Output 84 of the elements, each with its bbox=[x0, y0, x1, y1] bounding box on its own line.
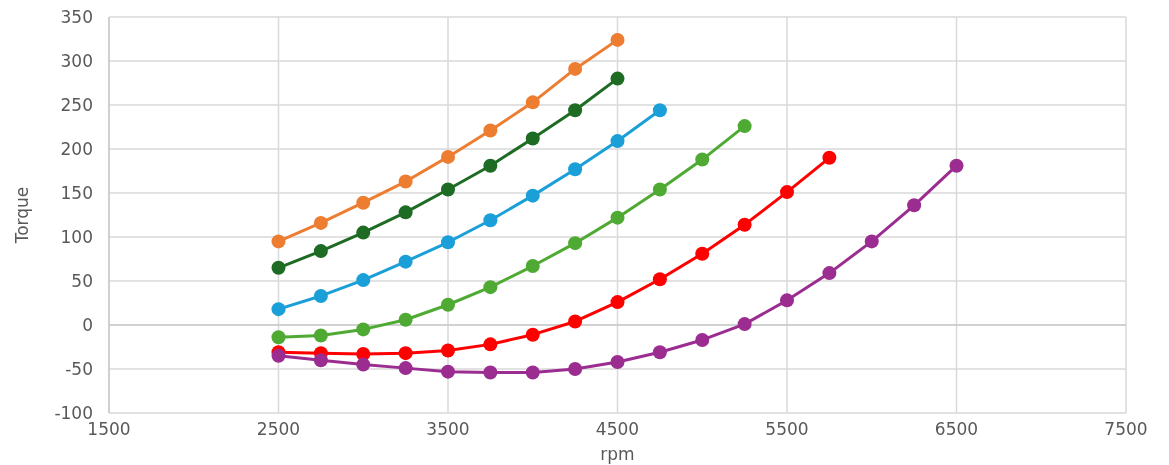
point bbox=[652, 272, 667, 287]
point bbox=[610, 71, 625, 86]
point bbox=[271, 260, 286, 275]
x-tick-label: 2500 bbox=[256, 419, 301, 439]
point bbox=[525, 188, 540, 203]
y-tick-label: 300 bbox=[60, 50, 93, 71]
point bbox=[356, 273, 371, 288]
point bbox=[483, 365, 498, 380]
point bbox=[313, 328, 328, 343]
point bbox=[313, 244, 328, 259]
point bbox=[610, 210, 625, 225]
x-tick-label: 6500 bbox=[934, 419, 979, 439]
point bbox=[568, 162, 583, 177]
point bbox=[610, 295, 625, 310]
point bbox=[483, 337, 498, 352]
point bbox=[949, 158, 964, 173]
point bbox=[271, 302, 286, 317]
point bbox=[398, 346, 413, 361]
x-tick-label: 4500 bbox=[595, 419, 640, 439]
point bbox=[441, 235, 455, 250]
point bbox=[737, 317, 752, 332]
point bbox=[780, 185, 794, 200]
point bbox=[398, 205, 413, 220]
point bbox=[483, 123, 498, 138]
point bbox=[610, 354, 625, 369]
point bbox=[313, 215, 328, 230]
point bbox=[483, 213, 498, 228]
point bbox=[356, 225, 371, 240]
point bbox=[695, 152, 710, 167]
y-tick-label: 250 bbox=[60, 94, 93, 115]
point bbox=[313, 288, 328, 303]
point bbox=[441, 297, 455, 312]
x-tick-label: 5500 bbox=[765, 419, 809, 439]
point bbox=[525, 95, 540, 110]
y-tick-label: 200 bbox=[60, 138, 93, 159]
y-tick-label: 350 bbox=[60, 6, 93, 27]
point bbox=[441, 182, 455, 197]
y-tick-label: 50 bbox=[71, 270, 93, 291]
point bbox=[864, 234, 879, 249]
y-tick-label: 100 bbox=[60, 226, 93, 247]
point bbox=[907, 198, 922, 213]
point bbox=[356, 322, 371, 337]
y-tick-label: -50 bbox=[65, 358, 93, 379]
point bbox=[313, 353, 328, 368]
point bbox=[398, 361, 413, 376]
point bbox=[822, 266, 837, 281]
point bbox=[610, 32, 625, 47]
point bbox=[568, 236, 583, 251]
point bbox=[568, 362, 583, 376]
point bbox=[525, 365, 540, 380]
point bbox=[525, 259, 540, 274]
point bbox=[780, 293, 794, 308]
point bbox=[525, 327, 540, 342]
x-tick-label: 3500 bbox=[426, 419, 470, 439]
y-axis-title: Torque bbox=[12, 186, 32, 245]
point bbox=[356, 195, 371, 210]
point bbox=[441, 364, 455, 379]
point bbox=[441, 343, 455, 358]
point bbox=[822, 150, 837, 165]
point bbox=[737, 119, 752, 134]
point bbox=[695, 246, 710, 261]
point bbox=[271, 330, 286, 345]
point bbox=[525, 131, 540, 146]
x-tick-label: 7500 bbox=[1104, 419, 1148, 439]
point bbox=[652, 103, 667, 118]
point bbox=[356, 357, 371, 372]
point bbox=[652, 345, 667, 360]
point bbox=[398, 312, 413, 327]
y-tick-label: 0 bbox=[82, 314, 93, 335]
point bbox=[441, 149, 455, 164]
point bbox=[568, 314, 583, 329]
point bbox=[271, 234, 286, 249]
point bbox=[398, 254, 413, 269]
point bbox=[652, 182, 667, 197]
point bbox=[483, 280, 498, 295]
point bbox=[483, 158, 498, 173]
point bbox=[568, 103, 583, 118]
point bbox=[695, 332, 710, 347]
point bbox=[398, 174, 413, 189]
point bbox=[737, 217, 752, 232]
point bbox=[610, 134, 625, 149]
x-axis-title: rpm bbox=[600, 444, 635, 464]
y-tick-label: 150 bbox=[60, 182, 93, 203]
point bbox=[568, 61, 583, 76]
